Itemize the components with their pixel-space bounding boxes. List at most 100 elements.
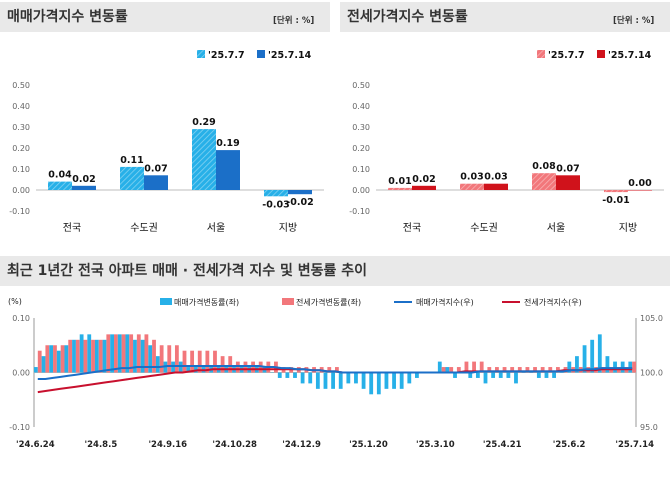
trend-panel-title: 최근 1년간 전국 아파트 매매 · 전세가격 지수 및 변동률 추이	[0, 256, 670, 286]
y-tick-label: 0.50	[12, 81, 30, 90]
sale-change-bar	[186, 367, 191, 373]
bar-서울-1	[216, 150, 240, 190]
sale-change-bar	[354, 372, 358, 384]
jeonse-change-bar	[45, 345, 50, 373]
bar-value-label: 0.02	[412, 174, 435, 185]
sale-change-bar	[483, 372, 488, 384]
jeonse-change-bar	[251, 361, 255, 373]
jeonse-change-bar	[53, 345, 57, 373]
y-tick-label: 0.50	[352, 81, 370, 90]
y-tick-label: 0.00	[12, 186, 30, 195]
bar-value-label: 0.29	[192, 117, 215, 128]
sale-change-bar	[491, 372, 496, 378]
jeonse-change-bar	[510, 367, 515, 373]
sale-change-bar	[87, 334, 92, 373]
x-tick-label: '25.4.21	[483, 440, 522, 450]
jeonse-change-bar	[327, 367, 332, 373]
left-tick-label: 0.10	[12, 314, 30, 323]
jeonse-panel-title: 전세가격지수 변동률	[340, 2, 670, 32]
bar-서울-0	[192, 129, 216, 190]
legend-swatch-0	[537, 50, 545, 58]
bar-value-label: -0.02	[286, 197, 313, 208]
sale-change-bar	[171, 361, 175, 373]
sale-change-bar	[72, 339, 76, 373]
sale-change-bar	[445, 367, 450, 373]
sale-change-bar	[133, 339, 137, 373]
jeonse-change-bar	[75, 339, 80, 373]
bar-value-label: 0.04	[48, 170, 72, 181]
trend-legend-label: 매매가격지수(우)	[416, 297, 474, 307]
right-tick-label: 100.0	[640, 369, 663, 378]
y-tick-label: 0.10	[352, 165, 370, 174]
sale-unit-label: [단위 : %]	[273, 16, 315, 26]
sale-change-bar	[453, 372, 457, 378]
x-tick-label: '24.9.16	[148, 440, 187, 450]
bar-value-label: 0.03	[460, 172, 483, 183]
x-tick-label: '25.6.2	[553, 440, 586, 450]
bar-수도권-0	[120, 166, 144, 190]
y-tick-label: 0.20	[352, 144, 370, 153]
sale-change-bar	[514, 372, 518, 384]
y-tick-label: 0.40	[352, 102, 370, 111]
x-tick-label: '25.1.20	[349, 440, 388, 450]
sale-change-bar	[392, 372, 396, 389]
bar-수도권-0	[460, 183, 484, 190]
legend-label-1: '25.7.14	[608, 50, 652, 61]
bar-지방-1	[628, 190, 652, 191]
right-tick-label: 95.0	[640, 423, 658, 432]
sale-change-bar	[308, 372, 313, 384]
jeonse-change-bar	[106, 334, 111, 373]
legend-label-1: '25.7.14	[268, 50, 312, 61]
jeonse-change-bar	[449, 367, 454, 373]
jeonse-change-bar	[144, 334, 149, 373]
y-tick-label: 0.10	[12, 165, 30, 174]
y-tick-label: 0.00	[352, 186, 370, 195]
jeonse-change-bar	[136, 334, 141, 373]
jeonse-change-bar	[228, 356, 233, 373]
sale-change-bar	[536, 372, 541, 378]
jeonse-change-bar	[479, 361, 484, 373]
y-tick-label: -0.10	[349, 207, 370, 216]
jeonse-change-bar	[548, 367, 553, 373]
category-label: 전국	[63, 222, 81, 234]
category-label: 수도권	[470, 222, 498, 234]
jeonse-change-bar	[213, 350, 217, 373]
sale-change-bar	[293, 372, 297, 378]
bar-value-label: 0.07	[556, 163, 579, 174]
category-label: 지방	[279, 222, 297, 234]
sale-change-bar	[49, 345, 54, 373]
jeonse-unit-label: [단위 : %]	[613, 16, 655, 26]
sale-change-bar	[34, 367, 38, 373]
sale-change-bar	[155, 356, 160, 373]
category-label: 지방	[619, 222, 637, 234]
sale-change-bar	[468, 372, 473, 378]
sale-change-bar	[148, 345, 153, 373]
jeonse-change-bar	[91, 339, 95, 373]
sale-change-bar	[110, 334, 115, 373]
jeonse-change-bar	[555, 367, 560, 373]
trend-legend-label: 전세가격변동률(좌)	[296, 297, 361, 307]
bar-value-label: -0.03	[262, 199, 289, 210]
bar-value-label: 0.03	[484, 172, 507, 183]
sale-change-bar	[64, 345, 69, 373]
sale-change-bar	[140, 339, 145, 373]
sale-change-bar	[56, 350, 61, 373]
category-label: 서울	[547, 222, 565, 234]
jeonse-change-bar	[83, 339, 88, 373]
sale-change-bar	[498, 372, 503, 378]
sale-change-bar	[597, 334, 602, 373]
sale-change-bar	[415, 372, 419, 378]
jeonse-change-bar	[220, 356, 225, 373]
bar-전국-1	[72, 185, 96, 190]
sale-change-bar	[331, 372, 335, 389]
x-tick-label: '24.6.24	[16, 440, 55, 450]
sale-change-bar	[407, 372, 412, 384]
jeonse-change-bar	[533, 367, 537, 373]
trend-legend-label: 매매가격변동률(좌)	[174, 297, 239, 307]
yearly-trend-chart: (%) 매매가격변동률(좌) 전세가격변동률(좌) 매매가격지수(우) 전세가격지수(우…	[8, 297, 663, 450]
sale-change-bar	[323, 372, 328, 389]
jeonse-change-bar	[472, 361, 476, 373]
jeonse-change-bar	[205, 350, 210, 373]
bar-서울-1	[556, 175, 580, 190]
sale-change-bar	[346, 372, 351, 384]
